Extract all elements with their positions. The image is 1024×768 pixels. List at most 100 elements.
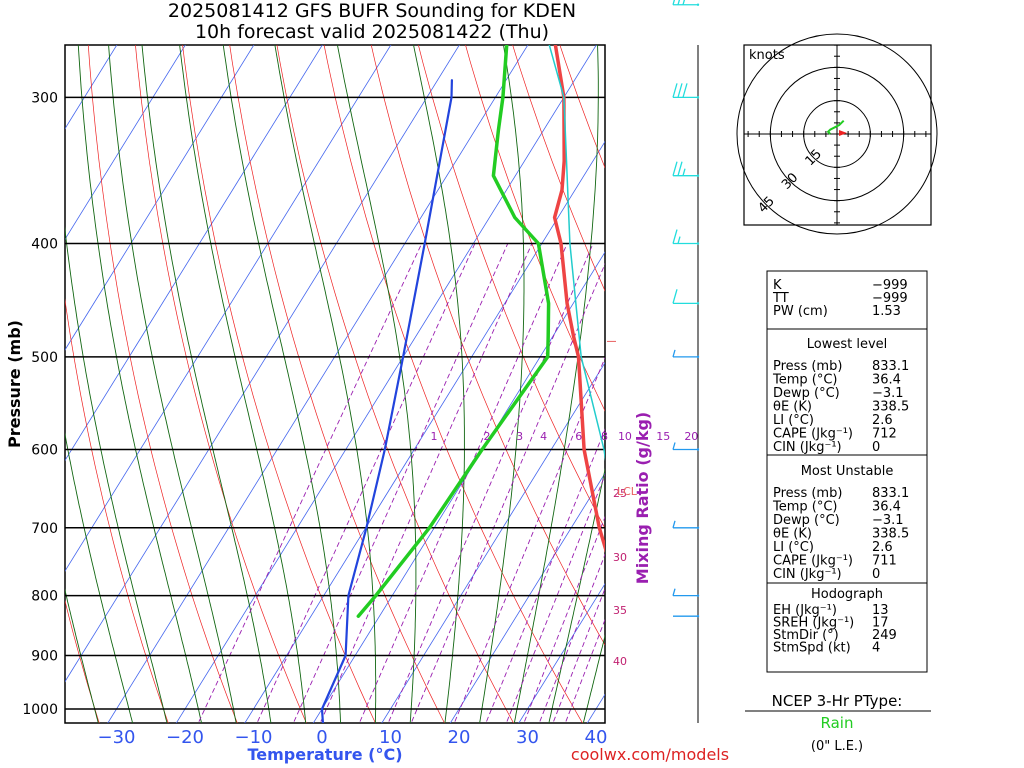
dry-adiabat-line [323, 45, 583, 723]
temperature-tick-label: −30 [98, 727, 136, 748]
wind-barb-flag [672, 229, 678, 244]
dry-adiabat-line [182, 45, 376, 723]
info-value: 833.1 [872, 359, 909, 374]
temperature-tick-label: 40 [585, 727, 608, 748]
pressure-tick-label: 900 [31, 648, 58, 664]
wind-barb [672, 83, 700, 99]
mixing-ratio-tick-label: 10 [618, 430, 632, 443]
mixing-ratio-line [319, 243, 533, 723]
temperature-tick-label: −20 [166, 727, 204, 748]
pressure-tick-label: 500 [31, 350, 58, 366]
lowest-level-frame [766, 328, 928, 456]
indices-frame [766, 270, 928, 330]
most-unstable-frame [766, 454, 928, 584]
wind-barb-flag [672, 161, 678, 176]
pressure-tick-label: 700 [31, 521, 58, 537]
x-axis-label: Temperature (°C) [247, 745, 402, 764]
wind-barb-halfflag [682, 168, 686, 176]
dry-adiabat-line [65, 599, 100, 723]
hodograph-params-box: Hodograph EH (Jkg⁻¹) 13 SREH (Jkg⁻¹) 17 StmD… [766, 582, 928, 673]
wind-barb [672, 442, 700, 451]
theta-labels: 25 30 35 40 [613, 487, 627, 668]
wind-barbs [672, 0, 700, 618]
wind-barb-flag [677, 83, 683, 98]
info-value: −999 [872, 291, 908, 306]
dry-adiabat-line [1021, 0, 1024, 729]
wind-barb-halfflag [677, 236, 681, 244]
wind-barb-dot [696, 3, 700, 6]
lowest-level-header: Lowest level [807, 337, 888, 352]
isotherm-line [312, 251, 605, 723]
isotherm-line [381, 361, 605, 723]
storm-motion-marker [839, 130, 847, 136]
wind-barb-flag [672, 0, 676, 5]
temperature-tick-label: 20 [448, 727, 471, 748]
mixing-ratio-line [256, 243, 476, 723]
most-unstable-header: Most Unstable [801, 464, 894, 479]
info-label: Press (mb) [773, 359, 842, 374]
info-value: 17 [872, 616, 889, 631]
info-label: Temp (°C) [772, 500, 838, 515]
wind-barb [672, 349, 700, 359]
mixing-ratio-label: Mixing Ratio (g/kg) [633, 412, 652, 584]
hodograph-trace [826, 119, 845, 135]
isotherm-line [65, 45, 392, 572]
parcel-profile-line [320, 79, 453, 723]
wind-barb [672, 520, 700, 530]
wind-barb-halfflag [672, 520, 676, 528]
info-value: 36.4 [872, 500, 901, 515]
wind-barb-dot [696, 96, 700, 99]
info-value: 338.5 [872, 527, 909, 542]
mixing-ratio-line [552, 587, 605, 723]
pressure-tick-label: 800 [31, 589, 58, 605]
mixing-ratio-line [538, 553, 605, 723]
lcl-label: LCL [617, 485, 638, 498]
wind-barb-dot [696, 302, 700, 305]
mixing-ratio-line [564, 618, 605, 723]
wind-barb-dot [696, 242, 700, 245]
dry-adiabat-line [229, 45, 445, 723]
pressure-tick-label: 400 [31, 237, 58, 253]
wind-barb-flag [682, 83, 688, 98]
dry-adiabat-line [418, 45, 605, 530]
wind-barb-halfflag [672, 442, 676, 450]
wind-barb-halfflag [672, 588, 676, 596]
info-label: LI (°C) [773, 540, 814, 555]
hodograph-ring [736, 33, 938, 235]
pressure-tick-label: 600 [31, 443, 58, 459]
temperature-tick-label: 0 [316, 727, 327, 748]
y-axis-label: Pressure (mb) [5, 320, 24, 448]
info-value: 36.4 [872, 373, 901, 388]
theta-label: 30 [613, 551, 627, 564]
wind-barb-dot [696, 614, 700, 618]
info-label: Dewp (°C) [773, 513, 840, 528]
dewpoint-profile-line [356, 45, 551, 618]
info-value: 2.6 [872, 540, 893, 555]
info-label: θE (K) [773, 527, 812, 542]
info-label: CAPE (Jkg⁻¹) [773, 554, 853, 569]
info-value: −3.1 [872, 386, 904, 401]
wind-barb-dot [696, 594, 700, 597]
x-tick-labels: −30 −20 −10 0 10 20 30 40 [98, 727, 608, 748]
info-label: SREH (Jkg⁻¹) [773, 616, 854, 631]
dry-adiabat-line [370, 45, 605, 646]
wind-barb [673, 614, 700, 618]
isotherm-line [107, 45, 529, 723]
isotherm-line [65, 45, 255, 351]
hodograph-unit-label: knots [749, 48, 785, 63]
temperature-tick-label: 10 [379, 727, 402, 748]
y-tick-labels: 2003004005006007008009001000 [22, 90, 58, 718]
info-label: CIN (Jkg⁻¹) [773, 440, 842, 455]
wind-barb-dot [696, 174, 700, 177]
wind-barb-flag [677, 0, 681, 5]
profiles [320, 45, 605, 723]
wind-barb [672, 229, 700, 245]
pressure-tick-label: 300 [31, 90, 58, 106]
info-label: Press (mb) [773, 486, 842, 501]
dry-adiabat-line [87, 45, 238, 723]
wind-barb-dot [696, 526, 700, 530]
mixing-ratio-tick-label: 2 [483, 430, 490, 443]
indices-box: K −999 TT −999 PW (cm) 1.53 [766, 270, 928, 330]
pressure-tick-label: 1000 [22, 702, 58, 718]
